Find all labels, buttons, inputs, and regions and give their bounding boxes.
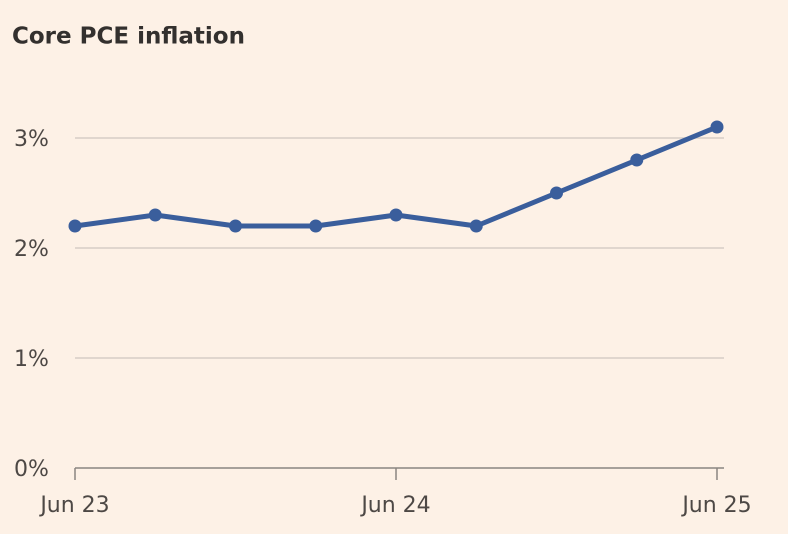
point (710, 120, 724, 134)
x-tick-label: Jun 24 (359, 493, 430, 518)
y-tick-label: 3% (14, 127, 49, 152)
point (469, 219, 483, 233)
chart-title: Core PCE inflation (12, 24, 245, 50)
point (229, 219, 242, 233)
point (550, 186, 563, 200)
y-tick-label: 2% (14, 237, 49, 262)
x-tick-label: Jun 25 (680, 493, 751, 518)
y-tick-label: 1% (14, 347, 49, 372)
point (389, 208, 403, 222)
y-tick-label: 0% (14, 457, 49, 482)
point (309, 219, 323, 233)
x-tick-label: Jun 23 (38, 493, 109, 518)
point (148, 208, 162, 222)
point (68, 219, 82, 233)
point (630, 153, 644, 167)
